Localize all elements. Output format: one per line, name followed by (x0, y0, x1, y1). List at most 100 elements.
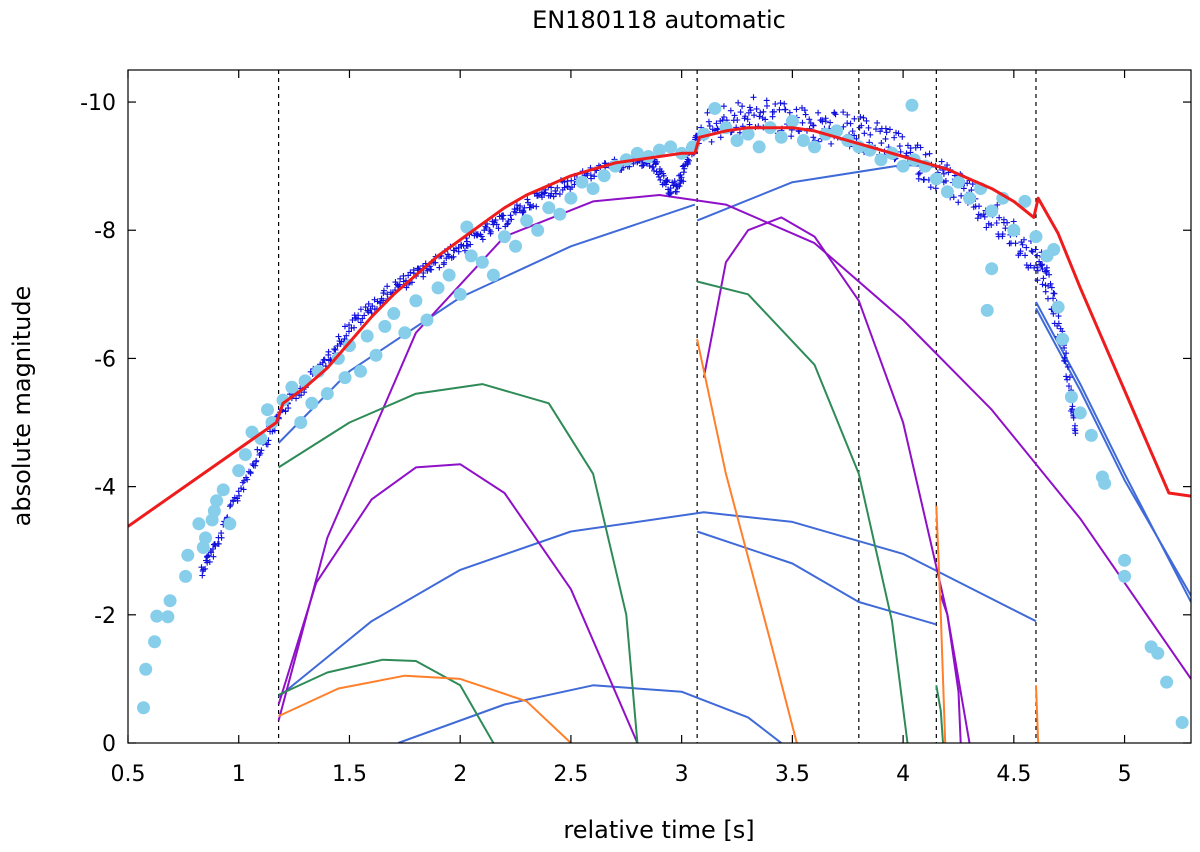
observed-circle-38 (409, 294, 423, 308)
observed-circle-66 (708, 101, 722, 115)
observed-circle-15 (223, 517, 237, 531)
observed-cross-558 (810, 122, 817, 129)
observed-cross-705 (993, 219, 1000, 226)
observed-cross-643 (915, 171, 922, 178)
observed-cross-77 (285, 405, 292, 412)
observed-cross-8 (204, 559, 211, 566)
observed-circle-99 (1051, 300, 1065, 314)
observed-circle-74 (796, 134, 810, 148)
x-tick-label-5: 3 (675, 762, 689, 787)
observed-cross-135 (357, 319, 364, 326)
observed-cross-506 (746, 104, 753, 111)
observed-circle-5 (163, 594, 177, 608)
observed-cross-270 (524, 196, 531, 203)
observed-circle-32 (354, 364, 368, 378)
observed-cross-725 (1017, 248, 1024, 255)
observed-cross-285 (541, 189, 548, 196)
y-axis-title: absolute magnitude (8, 286, 36, 527)
observed-circle-77 (830, 124, 844, 138)
observed-cross-672 (950, 194, 957, 201)
observed-cross-742 (1034, 267, 1041, 274)
observed-cross-626 (895, 130, 902, 137)
observed-cross-225 (467, 241, 474, 248)
observed-circles (137, 98, 1189, 729)
observed-cross-695 (980, 211, 987, 218)
observed-cross-129 (351, 324, 358, 331)
observed-cross-428 (676, 183, 683, 190)
observed-cross-484 (720, 103, 727, 110)
observed-circle-88 (940, 185, 954, 199)
observed-cross-550 (801, 107, 808, 114)
observed-cross-74 (282, 408, 289, 415)
observed-cross-380 (646, 162, 653, 169)
observed-circle-96 (1029, 230, 1043, 244)
observed-cross-738 (1032, 246, 1039, 253)
observed-circle-24 (294, 416, 308, 430)
observed-cross-82 (293, 395, 300, 402)
observed-cross-525 (769, 113, 776, 120)
observed-cross-480 (714, 125, 721, 132)
observed-cross-570 (827, 119, 834, 126)
observed-cross-499 (739, 103, 746, 110)
observed-cross-372 (640, 162, 647, 169)
series-fragment_green-12 (278, 383, 639, 743)
observed-circle-105 (1098, 476, 1112, 490)
observed-cross-49 (252, 462, 259, 469)
observed-circle-12 (207, 504, 221, 518)
observed-cross-245 (492, 217, 499, 224)
observed-circle-39 (420, 313, 434, 327)
observed-cross-55 (258, 447, 265, 454)
observed-cross-597 (860, 114, 867, 121)
observed-cross-275 (530, 203, 537, 210)
observed-cross-284 (541, 190, 548, 197)
observed-cross-473 (706, 122, 713, 129)
observed-cross-768 (1050, 290, 1057, 297)
observed-cross-544 (793, 106, 800, 113)
observed-cross-423 (673, 188, 680, 195)
observed-cross-537 (786, 109, 793, 116)
observed-cross-422 (671, 178, 678, 185)
observed-cross-807 (1072, 430, 1079, 437)
observed-circle-110 (1160, 675, 1174, 689)
observed-cross-728 (1021, 236, 1028, 243)
observed-circle-87 (929, 172, 943, 186)
observed-cross-30 (227, 501, 234, 508)
observed-cross-151 (377, 299, 384, 306)
observed-cross-230 (473, 232, 480, 239)
observed-circle-52 (553, 207, 567, 221)
observed-cross-617 (882, 125, 889, 132)
observed-circle-14 (216, 483, 230, 497)
observed-cross-470 (704, 109, 711, 116)
observed-cross-496 (735, 99, 742, 106)
observed-circle-22 (276, 393, 290, 407)
observed-circle-73 (785, 114, 799, 128)
observed-cross-252 (500, 212, 507, 219)
observed-circle-106 (1118, 553, 1132, 567)
observed-cross-134 (355, 312, 362, 319)
observed-cross-657 (932, 185, 939, 192)
observed-cross-403 (660, 172, 667, 179)
observed-circle-0 (137, 701, 151, 715)
observed-cross-733 (1027, 262, 1034, 269)
observed-cross-115 (332, 346, 339, 353)
x-tick-label-1: 1 (232, 762, 246, 787)
observed-cross-516 (760, 108, 767, 115)
observed-cross-183 (415, 265, 422, 272)
observed-cross-269 (521, 204, 528, 211)
observed-cross-627 (896, 143, 903, 150)
observed-cross-386 (650, 167, 657, 174)
observed-cross-609 (874, 119, 881, 126)
x-axis-title: relative time [s] (563, 816, 754, 844)
observed-circle-109 (1151, 646, 1165, 660)
observed-circle-28 (320, 387, 334, 401)
observed-circle-51 (542, 201, 556, 215)
observed-circle-47 (497, 230, 511, 244)
observed-cross-788 (1063, 373, 1070, 380)
observed-circle-55 (586, 182, 600, 196)
observed-circle-4 (161, 610, 175, 624)
observed-cross-730 (1023, 244, 1030, 251)
observed-cross-7 (204, 553, 211, 560)
observed-cross-727 (1019, 241, 1026, 248)
observed-cross-739 (1034, 264, 1041, 271)
